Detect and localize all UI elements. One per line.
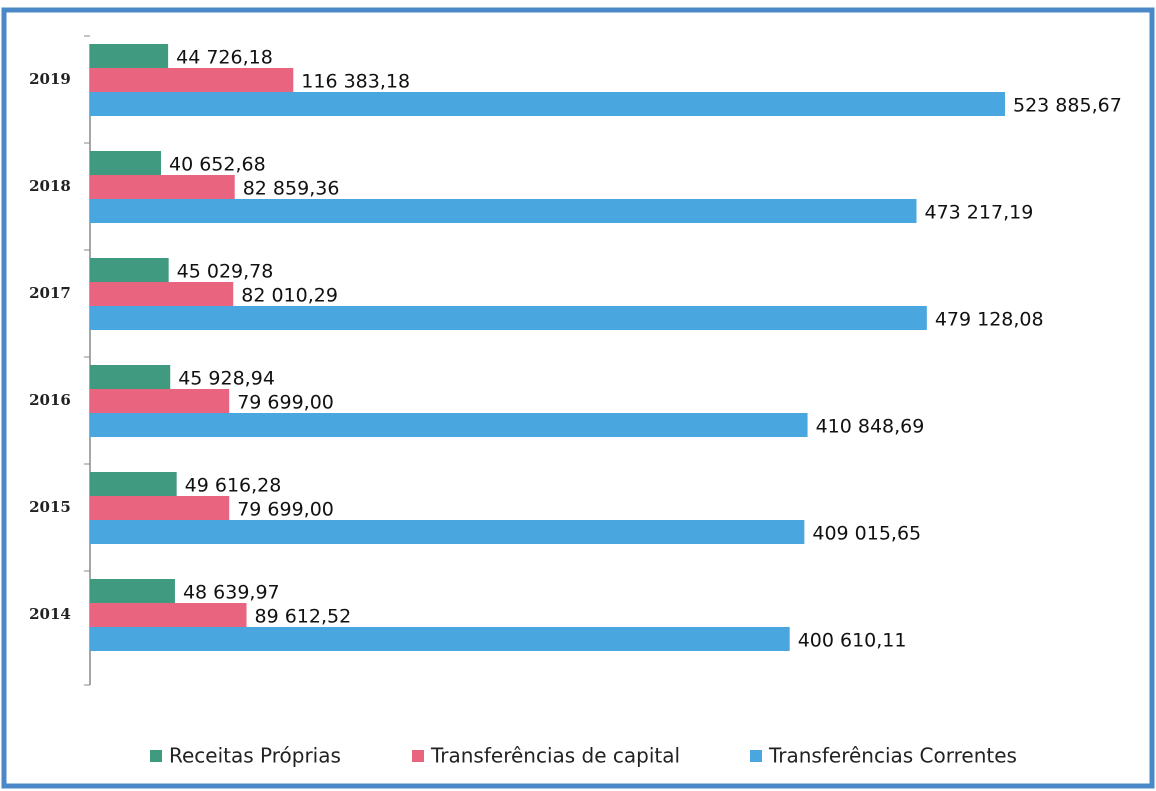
- value-label: 410 848,69: [816, 416, 925, 438]
- value-label: 40 652,68: [169, 154, 266, 176]
- value-label: 48 639,97: [183, 582, 280, 604]
- bar: [90, 472, 177, 496]
- bar: [90, 520, 805, 544]
- value-label: 79 699,00: [237, 499, 334, 521]
- bar: [90, 282, 234, 306]
- bar: [90, 175, 235, 199]
- legend-swatch: [412, 750, 424, 762]
- legend-label: Receitas Próprias: [169, 744, 341, 768]
- bar: [90, 413, 808, 437]
- bar: [90, 92, 1005, 116]
- y-tick-label: 2015: [29, 498, 71, 516]
- value-label: 400 610,11: [798, 630, 907, 652]
- y-tick-label: 2018: [29, 177, 71, 195]
- value-label: 82 859,36: [243, 178, 340, 200]
- y-tick-label: 2017: [29, 284, 71, 302]
- bar: [90, 579, 175, 603]
- value-label: 116 383,18: [301, 71, 410, 93]
- y-tick-label: 2014: [29, 605, 71, 623]
- value-label: 45 928,94: [178, 368, 275, 390]
- value-label: 89 612,52: [255, 606, 352, 628]
- value-label: 523 885,67: [1013, 95, 1122, 117]
- bar: [90, 151, 162, 175]
- value-label: 79 699,00: [237, 392, 334, 414]
- legend-label: Transferências Correntes: [768, 744, 1017, 768]
- legend-swatch: [750, 750, 762, 762]
- value-label: 473 217,19: [925, 202, 1034, 224]
- legend-swatch: [150, 750, 162, 762]
- value-label: 82 010,29: [241, 285, 338, 307]
- bar: [90, 68, 294, 92]
- bar: [90, 496, 230, 520]
- value-label: 45 029,78: [177, 261, 274, 283]
- value-label: 44 726,18: [176, 47, 273, 69]
- value-label: 409 015,65: [812, 523, 921, 545]
- y-tick-label: 2016: [29, 391, 71, 409]
- y-tick-label: 2019: [29, 70, 71, 88]
- bar: [90, 389, 230, 413]
- bar: [90, 306, 927, 330]
- legend-label: Transferências de capital: [430, 744, 680, 768]
- bar: [90, 603, 247, 627]
- bar: [90, 365, 171, 389]
- value-label: 479 128,08: [935, 309, 1044, 331]
- bar: [90, 44, 169, 68]
- bar: [90, 258, 169, 282]
- bar: [90, 199, 917, 223]
- bar: [90, 627, 790, 651]
- value-label: 49 616,28: [185, 475, 282, 497]
